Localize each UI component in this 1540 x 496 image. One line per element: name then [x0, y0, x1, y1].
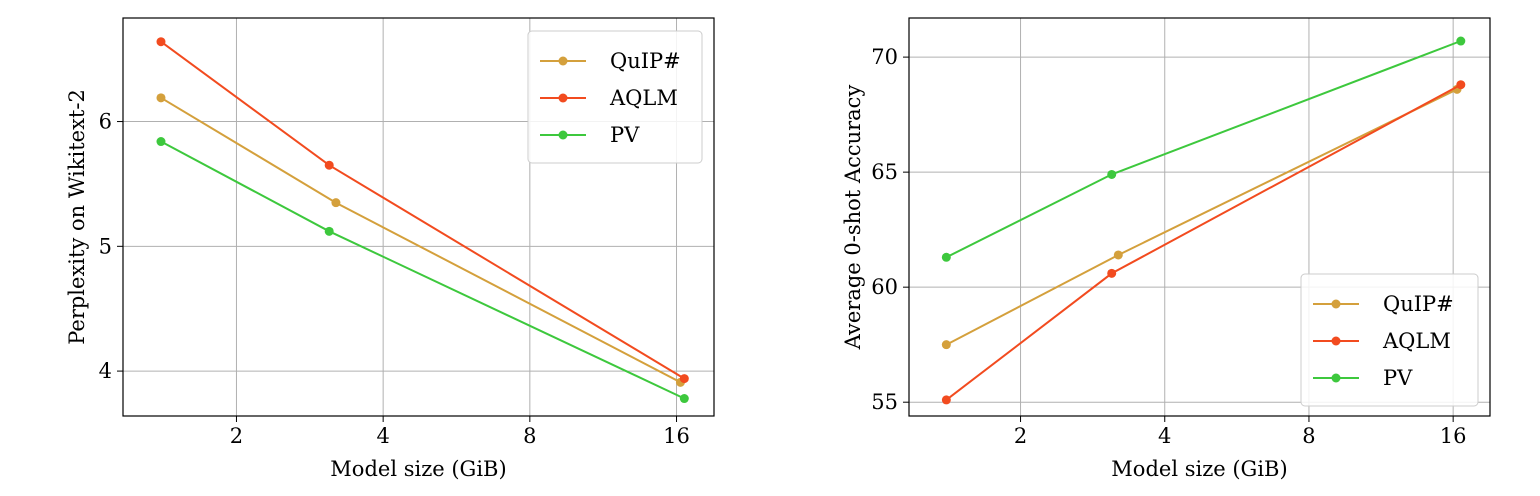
legend-marker	[558, 130, 568, 140]
data-point	[679, 374, 689, 384]
legend: QuIP# AQLM PV	[527, 30, 703, 164]
perplexity-chart: 2 4 8 16 4 5 6 Model size (GiB) Perplexity on Wi…	[65, 17, 715, 481]
legend-box	[527, 30, 703, 164]
data-point	[331, 198, 341, 208]
plot-frame	[122, 17, 715, 417]
legend-marker	[558, 56, 568, 66]
plot-frame	[908, 17, 1491, 417]
data-point	[941, 395, 951, 405]
y-tick-label: 5	[99, 234, 112, 258]
y-tick-label: 6	[99, 110, 112, 134]
y-tick-label: 55	[871, 390, 898, 414]
data-point	[324, 160, 334, 170]
x-axis-label: Model size (GiB)	[1111, 457, 1287, 481]
x-tick-label: 16	[1440, 424, 1467, 448]
y-tick-label: 65	[871, 160, 898, 184]
x-tick-label: 8	[1302, 424, 1315, 448]
legend-marker	[1331, 373, 1341, 383]
data-point	[1107, 169, 1117, 179]
legend-label: PV	[1383, 366, 1413, 390]
y-tick-label: 60	[871, 275, 898, 299]
legend-label: PV	[610, 123, 640, 147]
legend-label: AQLM	[609, 86, 678, 110]
data-point	[941, 340, 951, 350]
y-tick-label: 70	[871, 45, 898, 69]
x-tick-label: 2	[1014, 424, 1027, 448]
data-point	[1456, 80, 1466, 90]
legend-marker	[558, 93, 568, 103]
data-point	[1113, 250, 1123, 260]
data-point	[156, 137, 166, 147]
series-line	[160, 140, 685, 400]
y-axis-label: Perplexity on Wikitext-2	[65, 89, 89, 345]
x-tick-label: 2	[230, 424, 243, 448]
y-tick-label: 4	[99, 359, 112, 383]
legend-marker	[1331, 336, 1341, 346]
legend-marker	[1331, 299, 1341, 309]
x-tick-label: 4	[376, 424, 389, 448]
x-tick-label: 4	[1158, 424, 1171, 448]
x-tick-label: 8	[523, 424, 536, 448]
legend-box	[1300, 273, 1479, 407]
legend-label: AQLM	[1382, 329, 1451, 353]
accuracy-chart: 2 4 8 16 55 60 65 70 Model size (GiB) Average 0-s…	[841, 17, 1491, 481]
legend-label: QuIP#	[1383, 292, 1454, 316]
x-tick-label: 16	[663, 424, 690, 448]
data-point	[1456, 36, 1466, 46]
data-point	[941, 252, 951, 262]
data-point	[679, 394, 689, 404]
legend: QuIP# AQLM PV	[1300, 273, 1479, 407]
data-point	[1107, 268, 1117, 278]
x-axis-label: Model size (GiB)	[330, 457, 506, 481]
y-axis-label: Average 0-shot Accuracy	[841, 85, 865, 351]
data-point	[324, 226, 334, 236]
data-point	[156, 93, 166, 103]
data-point	[156, 37, 166, 47]
legend-label: QuIP#	[610, 49, 681, 73]
